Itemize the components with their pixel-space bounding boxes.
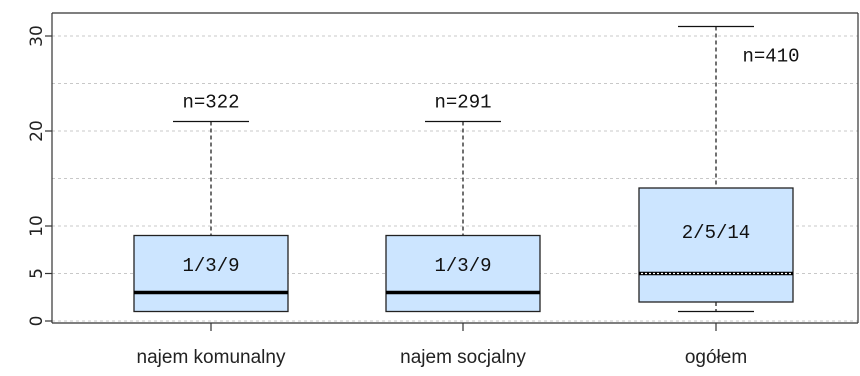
x-tick-label: najem socjalny [400, 347, 526, 368]
n-label: n=291 [434, 92, 491, 114]
box-quartile-label: 2/5/14 [682, 222, 750, 244]
y-tick-label: 5 [27, 268, 47, 279]
axes [45, 12, 859, 331]
y-tick-label: 30 [27, 25, 47, 47]
box [638, 187, 794, 303]
boxes [133, 25, 794, 313]
box-quartile-label: 1/3/9 [434, 255, 491, 277]
box [133, 234, 289, 313]
y-tick-label: 0 [27, 316, 47, 327]
n-label: n=322 [182, 92, 239, 114]
x-tick-label: ogółem [685, 347, 747, 368]
y-tick-label: 10 [27, 215, 47, 237]
y-tick-label: 20 [27, 120, 47, 142]
n-label: n=410 [742, 46, 799, 68]
labels: 1/3/9 n=322 najem komunalny 1/3/9 n=291 najem… [27, 25, 800, 368]
box [385, 234, 541, 313]
x-tick-label: najem komunalny [137, 347, 286, 368]
box-quartile-label: 1/3/9 [182, 255, 239, 277]
